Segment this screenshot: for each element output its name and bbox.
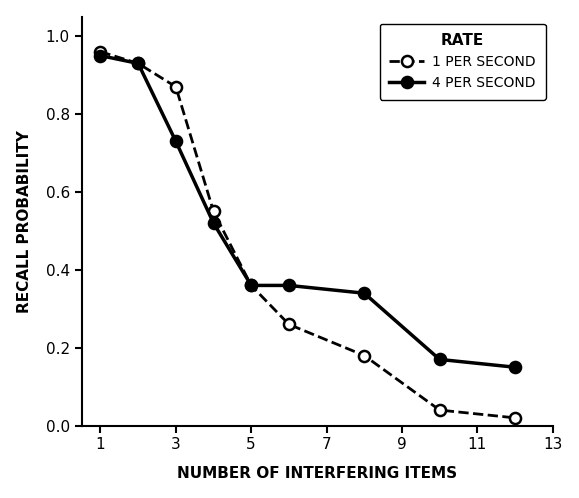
Legend: 1 PER SECOND, 4 PER SECOND: 1 PER SECOND, 4 PER SECOND [380,23,545,100]
1 PER SECOND [210,209,217,215]
1 PER SECOND [97,49,104,55]
4 PER SECOND [285,282,292,288]
1 PER SECOND [361,353,368,359]
4 PER SECOND [248,282,255,288]
1 PER SECOND [511,415,518,421]
4 PER SECOND [135,60,142,66]
4 PER SECOND [511,364,518,370]
4 PER SECOND [97,53,104,59]
1 PER SECOND [436,407,443,413]
4 PER SECOND [173,138,179,144]
X-axis label: NUMBER OF INTERFERING ITEMS: NUMBER OF INTERFERING ITEMS [177,466,457,482]
Y-axis label: RECALL PROBABILITY: RECALL PROBABILITY [17,129,32,313]
1 PER SECOND [285,321,292,327]
Line: 1 PER SECOND: 1 PER SECOND [95,46,521,423]
Line: 4 PER SECOND: 4 PER SECOND [95,50,521,373]
1 PER SECOND [173,84,179,90]
4 PER SECOND [361,290,368,296]
4 PER SECOND [436,357,443,363]
4 PER SECOND [210,220,217,226]
1 PER SECOND [248,282,255,288]
1 PER SECOND [135,60,142,66]
